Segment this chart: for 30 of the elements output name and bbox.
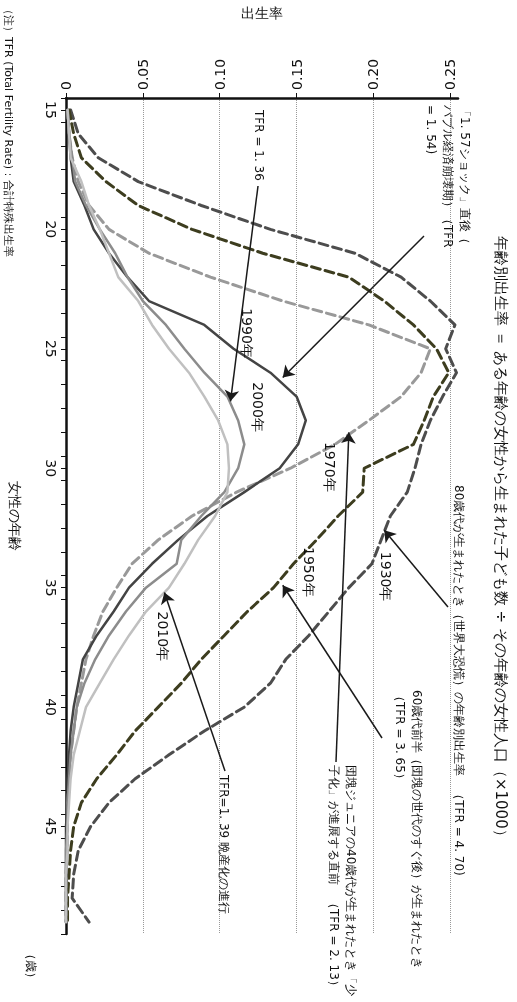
y-axis-title: 女性の年齢 xyxy=(7,481,23,551)
text: 2010年 xyxy=(154,611,171,662)
y-tick-label: 30 xyxy=(43,459,59,478)
y-tick-label: 35 xyxy=(43,578,59,597)
y-tick-label: 45 xyxy=(43,817,59,836)
x-tick-label: 0.15 xyxy=(288,58,305,90)
text: 1930年 xyxy=(377,551,394,602)
annotation: TFR = 1. 36 xyxy=(251,109,266,181)
text: 1950年 xyxy=(300,547,317,597)
x-tick-label: 0.05 xyxy=(134,58,151,90)
x-tick-label: 0.10 xyxy=(211,58,228,90)
y-tick-label: 40 xyxy=(43,698,59,716)
annotation: 団塊ジュニアの40歳代が生まれたとき「少子化」が進展する直前 （TFR = 2. 13） xyxy=(326,765,358,997)
text: （歳） xyxy=(23,948,38,984)
text: （注）TFR (Total Fertility Rate)：合計特殊出生率 xyxy=(2,4,15,257)
x-tick-label: 0.20 xyxy=(365,58,382,90)
y-tick-label: 20 xyxy=(43,220,59,239)
annotation: TFR=1. 39 晩産化の進行 xyxy=(216,774,231,914)
annotation: 「1. 57ショック」直後（バブル経済崩壊期）（TFR = 1. 54) xyxy=(423,104,472,252)
x-tick-label: 0.25 xyxy=(442,58,459,90)
x-tick-label: 0 xyxy=(58,81,74,90)
x-axis-title: 出生率 xyxy=(241,5,283,21)
annotation: 60歳代前半（団塊の世代のすぐ後）が生まれたとき（TFR = 3. 65） xyxy=(392,690,424,970)
y-tick-label: 25 xyxy=(43,339,59,358)
text: 2000年 xyxy=(250,382,267,432)
text: 1970年 xyxy=(322,441,339,492)
y-tick-label: 15 xyxy=(43,101,59,119)
text: 年齢別出生率 ＝ ある年齢の女性から生まれた子ども数 ÷ その年齢の女性人口（×1000） xyxy=(491,236,510,844)
annotation: 80歳代が生まれたとき（世界大恐慌）の年齢別出生率 （TFR = 4. 70) xyxy=(451,485,466,876)
text: 1990年 xyxy=(239,308,256,358)
